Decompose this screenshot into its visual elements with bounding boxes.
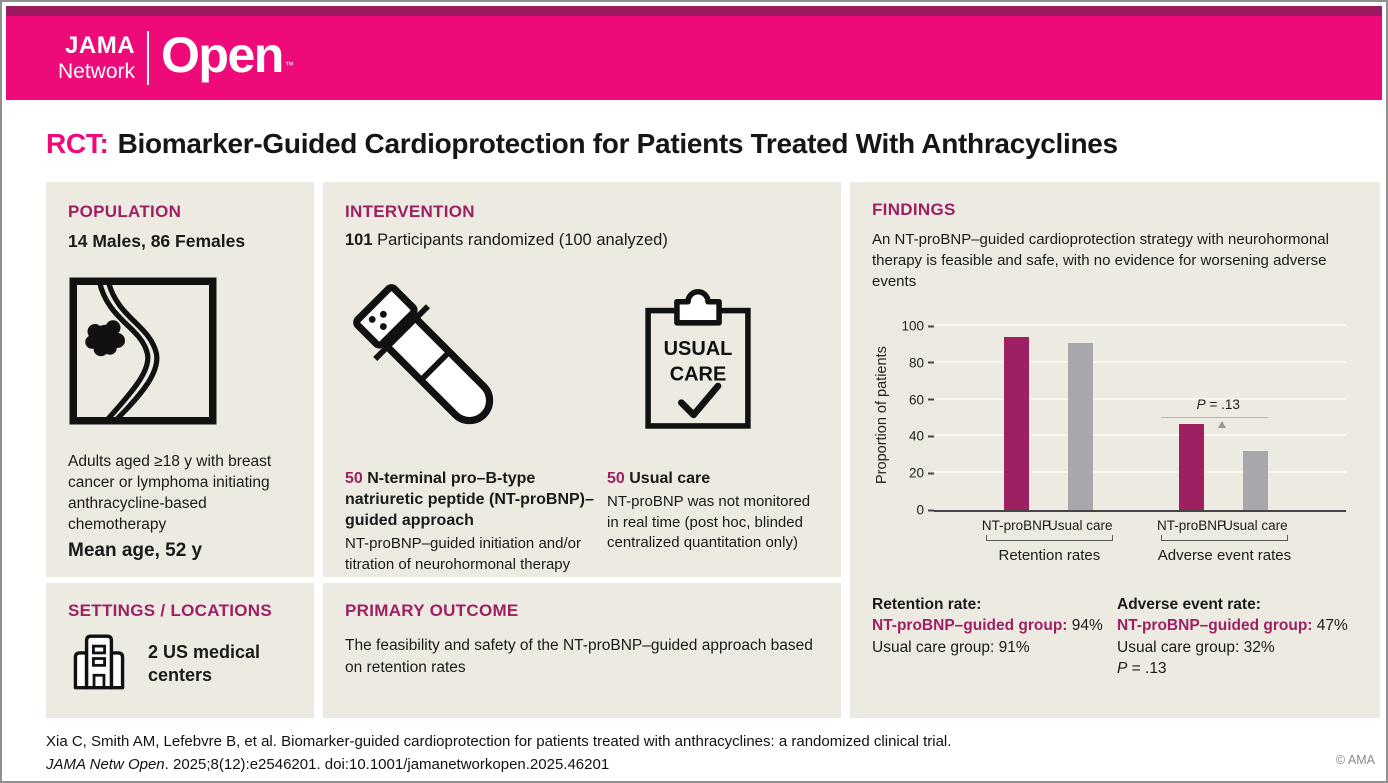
randomized-line: 101 Participants randomized (100 analyze…: [345, 231, 819, 250]
primary-outcome-panel: PRIMARY OUTCOME The feasibility and safe…: [323, 583, 841, 718]
primary-outcome-text: The feasibility and safety of the NT-pro…: [345, 637, 813, 676]
population-description: Adults aged ≥18 y with breast cancer or …: [68, 453, 272, 534]
primary-outcome-heading: PRIMARY OUTCOME: [345, 601, 519, 620]
arm2-count: 50: [607, 470, 625, 487]
bar-label-usual-care: Usual care: [1047, 518, 1113, 533]
bar-retention-rates-usual-care: [1067, 342, 1093, 510]
bar-label-usual-care: Usual care: [1223, 518, 1288, 533]
intervention-heading: INTERVENTION: [345, 202, 475, 221]
arm1-description: NT-proBNP–guided initiation and/or titra…: [345, 535, 581, 573]
gridline-80: [934, 360, 1346, 363]
settings-panel: SETTINGS / LOCATIONS 2 US medical center…: [46, 583, 314, 718]
arm2-description: NT-proBNP was not monitored in real time…: [607, 493, 811, 551]
retention-rate-label: Retention rate:: [872, 596, 982, 613]
gridline-60: [934, 397, 1346, 400]
hospital-icon: [68, 630, 130, 697]
retention-rate-block: Retention rate: NT-proBNP–guided group: …: [872, 594, 1117, 680]
y-axis-tick-80: 80: [909, 355, 934, 370]
gridline-100: [934, 324, 1346, 326]
adverse-guided-line: NT-proBNP–guided group: 47%: [1117, 617, 1348, 635]
randomized-count: 101: [345, 231, 373, 249]
y-axis-tick-100: 100: [901, 319, 934, 334]
test-tube-icon: [345, 272, 607, 468]
copyright-ama: © AMA: [1335, 753, 1375, 767]
breast-cancer-icon: [68, 276, 292, 431]
clipboard-text-line1: USUAL: [664, 338, 733, 360]
logo-divider: [147, 31, 150, 85]
bar-label-nt-probnp: NT-proBNP: [981, 518, 1051, 533]
citation-line2: JAMA Netw Open. 2025;8(12):e2546201. doi…: [46, 755, 610, 773]
bar-adverse-event-rates-nt-probnp: [1179, 423, 1204, 510]
population-sex-summary: 14 Males, 86 Females: [68, 231, 246, 251]
title-main-text: Biomarker-Guided Cardioprotection for Pa…: [117, 128, 1119, 159]
chart-plot: 0 20 40 60 80 100 NT-proBNP Usual care NT-proBNP…: [901, 319, 1346, 564]
adverse-usual-line: Usual care group: 32%: [1117, 638, 1275, 656]
population-heading: POPULATION: [68, 202, 182, 221]
group-label-retention-rates: Retention rates: [998, 547, 1101, 564]
gridline-20: [934, 471, 1346, 474]
y-axis-tick-40: 40: [909, 429, 934, 444]
trademark-symbol: ™: [284, 60, 294, 70]
bar-chart: Proportion of patients 0 20 40 60 80 100 NT-pr…: [872, 318, 1358, 570]
rates-summary: Retention rate: NT-proBNP–guided group: …: [872, 594, 1358, 680]
header-accent-strip: [6, 6, 1382, 16]
settings-heading: SETTINGS / LOCATIONS: [68, 601, 273, 620]
group-bracket-retention-rates: [985, 535, 1114, 541]
arm1-count: 50: [345, 470, 363, 487]
p-value-line: [1160, 416, 1268, 418]
citation-line1: Xia C, Smith AM, Lefebvre B, et al. Biom…: [46, 733, 952, 750]
p-value-text: P = .13: [1196, 397, 1240, 412]
checkmark-icon: [678, 382, 722, 419]
findings-panel: FINDINGS An NT-proBNP–guided cardioprote…: [850, 182, 1380, 718]
retention-guided-line: NT-proBNP–guided group: 94%: [872, 617, 1103, 635]
intervention-arm2: USUAL CARE 50 Usual care NT-proBNP was n…: [607, 272, 819, 575]
adverse-rate-block: Adverse event rate: NT-proBNP–guided gro…: [1117, 594, 1358, 680]
jama-network-open-logo: JAMA Network Open ™: [58, 30, 294, 86]
arm2-title: 50 Usual care: [607, 470, 711, 487]
adverse-p-value: P = .13: [1117, 660, 1167, 678]
population-mean-age: Mean age, 52 y: [68, 540, 203, 562]
tumor-blob: [85, 320, 125, 357]
intervention-panel: INTERVENTION 101 Participants randomized…: [323, 182, 841, 577]
panel-grid: POPULATION 14 Males, 86 Females Adults a…: [46, 182, 1381, 718]
p-value-marker: [1218, 421, 1227, 428]
y-axis-label: Proportion of patients: [874, 346, 890, 484]
bar-retention-rates-nt-probnp: [1003, 337, 1029, 510]
citation-footer: Xia C, Smith AM, Lefebvre B, et al. Biom…: [46, 731, 1381, 776]
page-title: RCT: Biomarker-Guided Cardioprotection fo…: [46, 128, 1382, 160]
y-axis-tick-0: 0: [916, 503, 934, 518]
findings-heading: FINDINGS: [872, 200, 956, 219]
title-rct-prefix: RCT:: [46, 128, 109, 159]
gridline-40: [934, 434, 1346, 437]
group-bracket-adverse-event-rates: [1160, 535, 1289, 541]
masthead: JAMA Network Open ™: [6, 16, 1382, 100]
citation-journal: JAMA Netw Open: [46, 755, 165, 773]
bar-adverse-event-rates-usual-care: [1242, 451, 1268, 510]
logo-jama-text: JAMA: [65, 32, 136, 59]
intervention-arm1: 50 N-terminal pro–B-type natriuretic pep…: [345, 272, 607, 575]
y-axis-tick-60: 60: [909, 392, 934, 407]
retention-usual-line: Usual care group: 91%: [872, 638, 1030, 656]
y-axis-tick-20: 20: [909, 466, 934, 481]
adverse-rate-label: Adverse event rate:: [1117, 596, 1261, 613]
logo-open-text: Open: [161, 27, 284, 83]
bar-label-nt-probnp: NT-proBNP: [1156, 518, 1227, 533]
population-panel: POPULATION 14 Males, 86 Females Adults a…: [46, 182, 314, 577]
clipboard-text-line2: CARE: [670, 363, 727, 385]
logo-network-text: Network: [58, 60, 136, 83]
findings-summary: An NT-proBNP–guided cardioprotection str…: [872, 231, 1329, 290]
arm1-title: 50 N-terminal pro–B-type natriuretic pep…: [345, 470, 594, 530]
group-label-adverse-event-rates: Adverse event rates: [1157, 547, 1292, 564]
usual-care-clipboard-icon: USUAL CARE: [607, 272, 819, 468]
settings-text: 2 US medical centers: [148, 642, 261, 685]
randomized-text: Participants randomized (100 analyzed): [372, 231, 668, 249]
